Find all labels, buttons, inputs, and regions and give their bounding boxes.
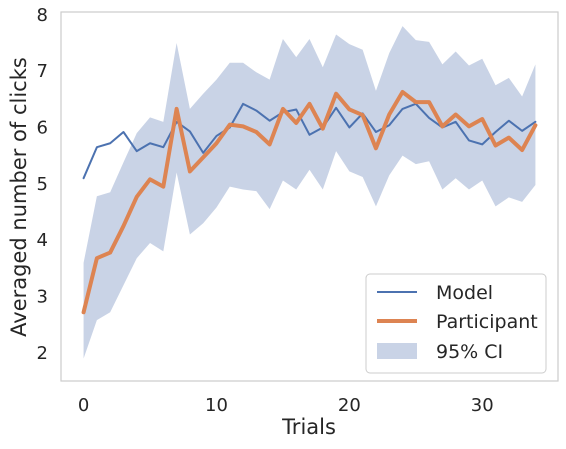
y-axis-label: Averaged number of clicks <box>7 57 31 337</box>
x-tick-label: 20 <box>338 395 361 416</box>
legend-ci-swatch <box>377 343 417 359</box>
y-tick-label: 4 <box>37 230 48 251</box>
legend-participant-label: Participant <box>436 311 538 333</box>
y-tick-label: 8 <box>37 5 48 26</box>
x-tick-label: 0 <box>78 395 89 416</box>
legend: Model Participant 95% CI <box>365 273 547 374</box>
x-tick-label: 10 <box>205 395 228 416</box>
legend-model-label: Model <box>436 282 493 304</box>
y-tick-label: 5 <box>37 174 48 195</box>
y-axis-ticks: 2 3 4 5 6 7 8 <box>37 5 48 364</box>
plot-frame <box>60 11 559 382</box>
series-layer <box>81 90 538 315</box>
y-tick-label: 3 <box>37 286 48 307</box>
confidence-band-layer <box>83 26 536 359</box>
y-tick-label: 7 <box>37 61 48 82</box>
x-axis-ticks: 0 10 20 30 <box>78 395 494 416</box>
x-tick-label: 30 <box>471 395 494 416</box>
ci-band <box>83 26 536 359</box>
legend-ci-label: 95% CI <box>436 341 503 363</box>
y-tick-label: 6 <box>37 117 48 138</box>
y-tick-label: 2 <box>37 343 48 364</box>
x-axis-label: Trials <box>281 415 336 439</box>
participant-line <box>81 90 538 315</box>
model-line <box>82 102 537 180</box>
